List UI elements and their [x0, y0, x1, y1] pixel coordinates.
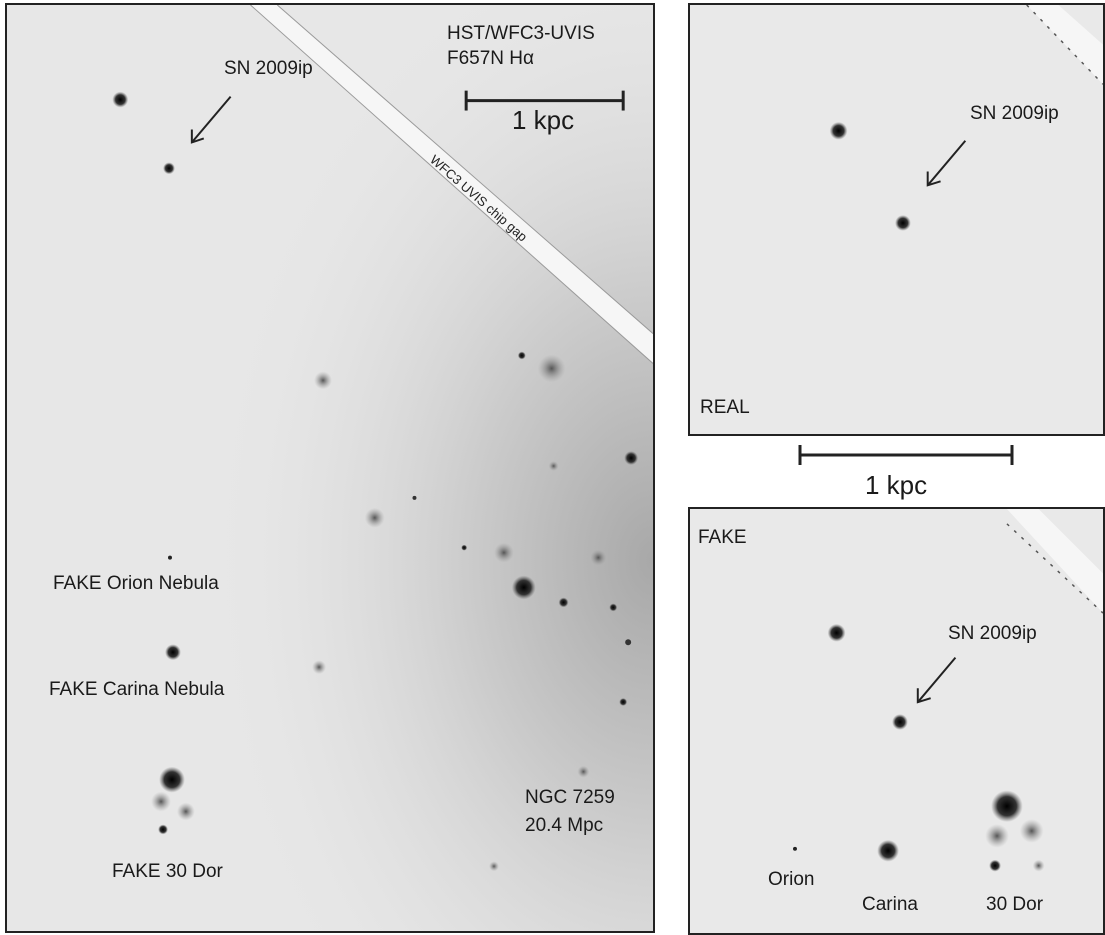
sn-2009ip-source: [892, 714, 908, 730]
galaxy-distance-label: 20.4 Mpc: [525, 815, 604, 836]
star: [624, 451, 639, 466]
fake-sn-arrow: [916, 656, 957, 704]
orion-source: [793, 846, 797, 851]
real-sn-label: SN 2009ip: [970, 103, 1059, 124]
fake-orion-short-label: Orion: [768, 869, 815, 890]
real-image-panel: SN 2009ip REAL: [688, 3, 1105, 436]
fake-carina-source: [165, 644, 181, 661]
star: [827, 623, 846, 642]
hii-region: [537, 354, 566, 383]
chip-gap-stripe: [1006, 509, 1103, 614]
fake-30dor-label: FAKE 30 Dor: [112, 861, 223, 882]
star: [829, 121, 848, 140]
hii-region: [511, 575, 536, 600]
main-scale-label: 1 kpc: [512, 105, 575, 135]
sn-2009ip-source: [163, 162, 175, 175]
carina-source: [877, 839, 899, 862]
fake-carina-label: FAKE Carina Nebula: [49, 679, 225, 700]
star: [112, 91, 129, 108]
instrument-label-line2: F657N Hα: [447, 48, 535, 69]
fake-image-panel: FAKE SN 2009ip Orion Carina 30 Dor: [688, 507, 1105, 935]
real-sn-arrow: [926, 140, 967, 187]
instrument-label-line1: HST/WFC3-UVIS: [447, 23, 595, 44]
30dor-source: [991, 790, 1023, 823]
chip-gap-stripe: [1026, 5, 1103, 85]
main-scale-bar: [464, 90, 625, 111]
main-sn-arrow: [190, 95, 232, 144]
fake-orion-label: FAKE Orion Nebula: [53, 573, 219, 594]
real-image-background: [690, 5, 1103, 434]
galaxy-name-label: NGC 7259: [525, 787, 615, 808]
middle-scale-label: 1 kpc: [865, 470, 928, 500]
fake-sn-label: SN 2009ip: [948, 623, 1037, 644]
fake-image-background: [690, 509, 1103, 933]
fake-30dor-source: [159, 766, 185, 793]
fake-carina-short-label: Carina: [862, 894, 918, 915]
fake-30dor-short-label: 30 Dor: [986, 894, 1044, 915]
hii-region: [314, 371, 332, 390]
sn-2009ip-source: [895, 215, 911, 231]
main-sn-label: SN 2009ip: [224, 58, 313, 79]
middle-scale-bar: [798, 445, 1014, 465]
fake-tag-label: FAKE: [698, 527, 747, 548]
real-tag-label: REAL: [700, 397, 750, 418]
main-image-panel: HST/WFC3-UVIS F657N Hα 1 kpc SN 2009ip W…: [5, 3, 655, 933]
main-image-background: [7, 5, 653, 931]
